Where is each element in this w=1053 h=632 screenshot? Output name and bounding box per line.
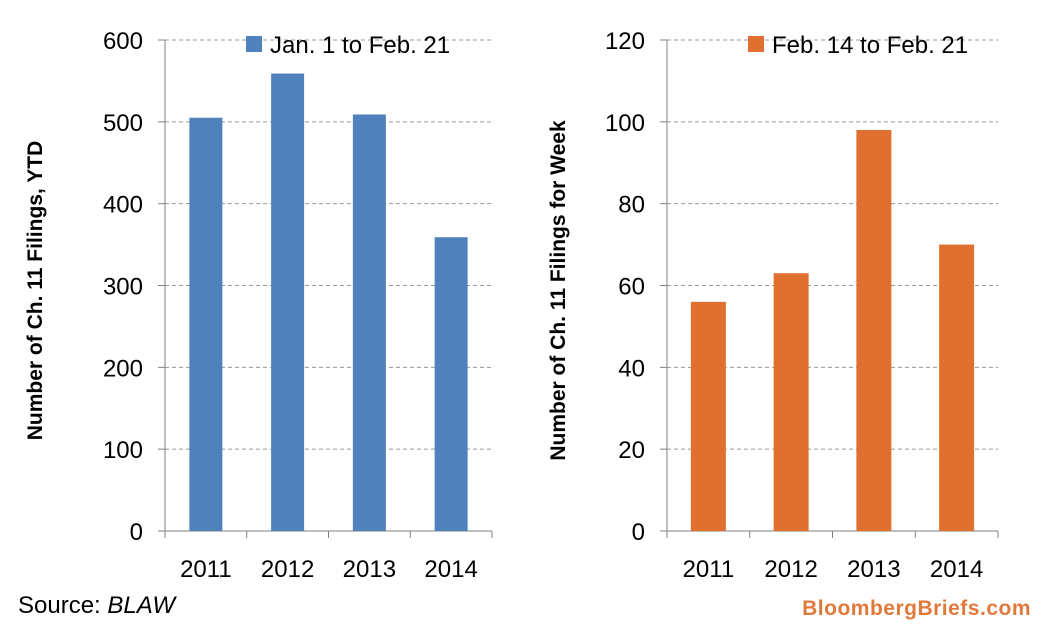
bar <box>939 244 975 532</box>
source-label: Source: <box>18 592 108 619</box>
y-tick-label: 200 <box>103 355 143 382</box>
bar <box>352 114 386 532</box>
y-tick-label: 500 <box>103 110 143 137</box>
y-tick-label: 80 <box>618 192 645 219</box>
y-tick-label: 20 <box>618 437 645 464</box>
brand-logo: BloombergBriefs.com <box>802 597 1031 620</box>
x-tick-label: 2012 <box>764 556 817 583</box>
y-tick-label: 0 <box>130 519 143 546</box>
x-tick-label: 2012 <box>261 556 314 583</box>
bar <box>690 301 726 531</box>
y-tick-label: 600 <box>103 28 143 55</box>
y-axis-title: Number of Ch. 11 Filings for Week <box>547 120 570 461</box>
y-tick-label: 0 <box>632 519 645 546</box>
x-tick-label: 2014 <box>424 556 477 583</box>
source-name: BLAW <box>107 592 175 619</box>
left-chart: 0 100 200 300 400 500 600 2011 2012 2013 2014 Jan. … <box>24 28 493 583</box>
x-tick-label: 2011 <box>180 556 232 583</box>
y-tick-label: 120 <box>605 28 645 55</box>
bar <box>271 73 305 531</box>
legend-swatch <box>748 36 764 52</box>
x-tick-label: 2013 <box>847 556 900 583</box>
y-tick-label: 100 <box>605 110 645 137</box>
right-chart: 0 20 40 60 80 100 120 2011 2012 2013 2014 Feb. 14 t… <box>547 28 999 583</box>
y-tick-label: 40 <box>618 355 645 382</box>
bar <box>189 117 223 531</box>
bar <box>856 130 892 531</box>
y-tick-label: 100 <box>103 437 143 464</box>
legend-label: Feb. 14 to Feb. 21 <box>772 32 968 59</box>
bar <box>773 273 809 531</box>
x-tick-label: 2014 <box>930 556 983 583</box>
legend-swatch <box>246 36 262 52</box>
source-note: Source: BLAW <box>18 592 175 620</box>
y-axis-title: Number of Ch. 11 Filings, YTD <box>24 141 47 441</box>
x-tick-label: 2013 <box>343 556 396 583</box>
bar <box>434 237 468 532</box>
y-tick-label: 60 <box>618 274 645 301</box>
y-tick-label: 400 <box>103 192 143 219</box>
legend-label: Jan. 1 to Feb. 21 <box>270 32 450 59</box>
x-tick-label: 2011 <box>683 556 735 583</box>
y-tick-label: 300 <box>103 274 143 301</box>
